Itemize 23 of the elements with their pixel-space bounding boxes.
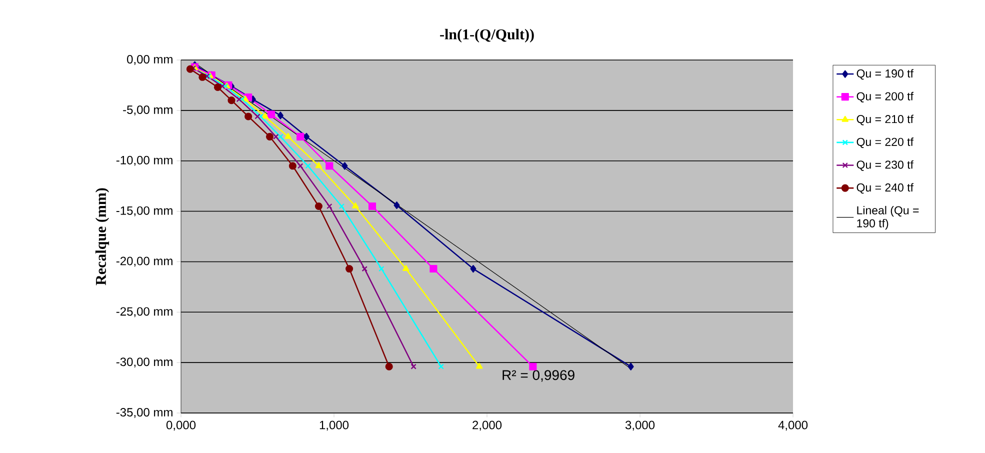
x-tick-label: 4,000: [778, 420, 808, 431]
x-tick-label: 3,000: [625, 420, 655, 431]
y-tick-label: -35,00 mm: [116, 408, 172, 418]
y-tick-label: -10,00 mm: [116, 156, 172, 166]
legend-label: Qu = 200 tf: [856, 92, 914, 102]
x-tick-label: 1,000: [320, 420, 349, 431]
x-tick-label: 2,000: [472, 420, 502, 431]
legend-label: Qu = 240 tf: [856, 183, 914, 194]
y-tick-label: -30,00 mm: [116, 358, 172, 368]
y-tick-label: 0,00 mm: [127, 55, 172, 65]
legend-label: Qu = 220 tf: [856, 138, 914, 148]
annotation: R² = 0,9969: [502, 370, 574, 382]
legend-label: Qu = 230 tf: [856, 160, 914, 171]
legend-label: Qu = 190 tf: [856, 69, 914, 80]
y-tick-label: -5,00 mm: [123, 105, 172, 116]
y-tick-label: -20,00 mm: [116, 256, 172, 267]
y-axis-title: Recalque (mm): [95, 188, 110, 286]
legend-label: Lineal (Qu = 190 tf): [857, 206, 919, 230]
y-tick-label: -15,00 mm: [116, 206, 172, 216]
x-tick-label: 0,000: [166, 420, 196, 431]
chart-title: -ln(1-(Q/Qult)): [440, 28, 534, 42]
y-tick-label: -25,00 mm: [116, 307, 172, 318]
legend-label: Qu = 210 tf: [856, 114, 914, 126]
